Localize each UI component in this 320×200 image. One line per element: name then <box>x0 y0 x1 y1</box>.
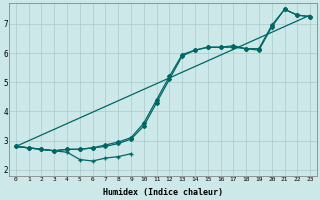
X-axis label: Humidex (Indice chaleur): Humidex (Indice chaleur) <box>103 188 223 197</box>
